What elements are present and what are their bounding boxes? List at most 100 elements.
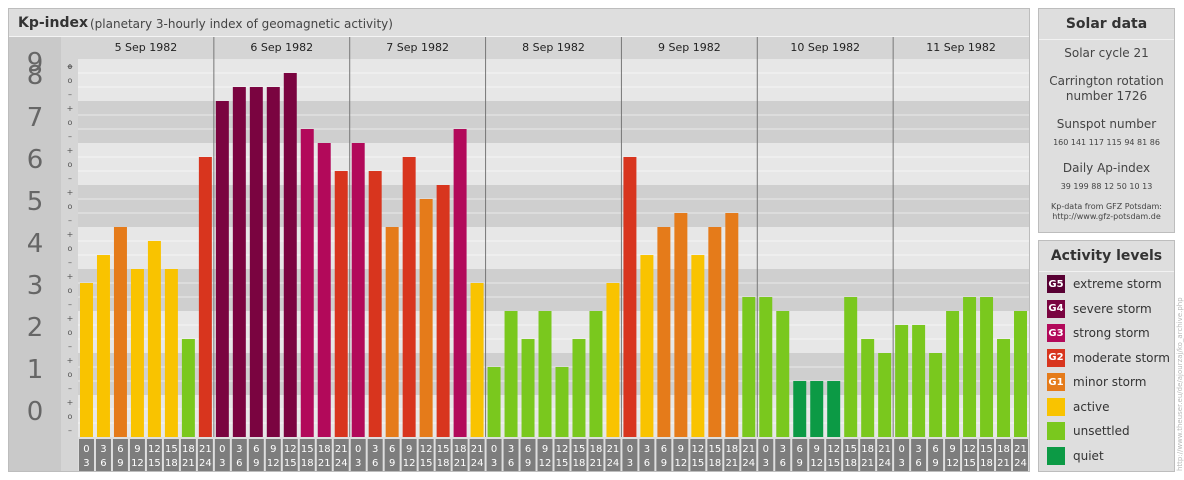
interval-end-label: 21 xyxy=(182,458,195,469)
interval-start-label: 12 xyxy=(284,444,297,455)
minor-mark-column xyxy=(61,37,78,471)
minor-mark: o xyxy=(68,370,73,379)
interval-end-label: 12 xyxy=(539,458,552,469)
minor-mark: o xyxy=(68,160,73,169)
interval-end-label: 9 xyxy=(253,458,259,469)
y-tick-label: 5 xyxy=(27,187,44,217)
kp-bar xyxy=(827,381,841,437)
interval-cell xyxy=(401,439,417,471)
legend-label-active: active xyxy=(1073,399,1110,414)
kp-bar xyxy=(623,156,637,437)
sunspot-label: Sunspot number xyxy=(1056,117,1157,131)
kp-bar xyxy=(538,311,552,437)
interval-start-label: 3 xyxy=(644,444,650,455)
minor-mark: + xyxy=(67,272,74,281)
kp-bar xyxy=(164,269,178,437)
interval-end-label: 18 xyxy=(573,458,586,469)
interval-start-label: 3 xyxy=(508,444,514,455)
interval-start-label: 15 xyxy=(708,444,721,455)
minor-mark: + xyxy=(67,314,74,323)
interval-start-label: 6 xyxy=(117,444,123,455)
interval-end-label: 24 xyxy=(607,458,620,469)
legend-item-g2: G2 moderate storm xyxy=(1047,348,1170,368)
kp-bar xyxy=(759,297,773,437)
interval-end-label: 6 xyxy=(236,458,242,469)
interval-end-label: 3 xyxy=(219,458,225,469)
kp-bar xyxy=(555,366,569,437)
kp-bar xyxy=(80,282,93,437)
interval-start-label: 21 xyxy=(607,444,620,455)
interval-start-label: 15 xyxy=(437,444,450,455)
legend-label-g1: minor storm xyxy=(1073,375,1147,389)
legend-swatch-g3: G3 xyxy=(1047,324,1065,342)
interval-cell xyxy=(809,439,825,471)
interval-start-label: 6 xyxy=(797,444,803,455)
minor-mark: + xyxy=(67,188,74,197)
minor-mark: – xyxy=(68,90,72,99)
interval-end-label: 3 xyxy=(83,458,89,469)
interval-cell xyxy=(860,439,876,471)
interval-cell xyxy=(571,439,587,471)
interval-cell xyxy=(741,439,757,471)
interval-cell xyxy=(843,439,859,471)
kp-bar xyxy=(113,227,127,437)
day-label: 5 Sep 1982 xyxy=(115,41,178,54)
interval-start-label: 3 xyxy=(915,444,921,455)
interval-end-label: 15 xyxy=(691,458,704,469)
kp-bar xyxy=(504,311,518,437)
chart-header: Kp-index (planetary 3-hourly index of ge… xyxy=(9,9,1029,37)
solar-data-panel: Solar data Solar cycle 21 Carrington rot… xyxy=(1038,8,1175,233)
interval-start-label: 18 xyxy=(318,444,331,455)
interval-start-label: 21 xyxy=(1014,444,1027,455)
interval-end-label: 6 xyxy=(780,458,786,469)
interval-cell xyxy=(146,439,162,471)
interval-end-label: 12 xyxy=(267,458,280,469)
kp-bar xyxy=(657,227,671,437)
interval-cell xyxy=(95,439,111,471)
interval-cell xyxy=(231,439,247,471)
kp-bar xyxy=(96,255,110,437)
interval-cell xyxy=(622,439,638,471)
interval-cell xyxy=(282,439,298,471)
interval-cell xyxy=(690,439,706,471)
interval-cell xyxy=(486,439,502,471)
kp-bar xyxy=(215,101,229,437)
day-label: 10 Sep 1982 xyxy=(790,41,860,54)
interval-end-label: 24 xyxy=(742,458,755,469)
interval-cell xyxy=(639,439,655,471)
interval-start-label: 6 xyxy=(389,444,395,455)
interval-start-label: 9 xyxy=(678,444,684,455)
minor-mark: – xyxy=(68,216,72,225)
kp-bar xyxy=(776,311,790,437)
interval-start-label: 21 xyxy=(335,444,348,455)
kp-bar xyxy=(946,311,960,437)
kp-bar xyxy=(470,282,484,437)
interval-cell xyxy=(656,439,672,471)
interval-cell xyxy=(775,439,791,471)
interval-start-label: 12 xyxy=(963,444,976,455)
chart-subtitle: (planetary 3-hourly index of geomagnetic… xyxy=(90,17,393,31)
interval-cell xyxy=(333,439,349,471)
interval-end-label: 9 xyxy=(932,458,938,469)
kp-bar xyxy=(572,339,586,437)
legend-swatch-quiet xyxy=(1047,446,1065,465)
kp-bar xyxy=(419,198,433,437)
y-tick-label: 4 xyxy=(27,229,44,259)
legend-item-g3: G3 strong storm xyxy=(1047,323,1150,343)
activity-levels-panel: Activity levels G5 extreme storm G4 seve… xyxy=(1038,240,1175,472)
legend-item-g4: G4 severe storm xyxy=(1047,299,1152,319)
interval-cell xyxy=(112,439,128,471)
kp-bar xyxy=(810,381,824,437)
interval-end-label: 18 xyxy=(708,458,721,469)
interval-end-label: 24 xyxy=(199,458,212,469)
legend-swatch-g5: G5 xyxy=(1047,275,1065,293)
kp-bar xyxy=(453,129,467,437)
interval-end-label: 18 xyxy=(980,458,993,469)
interval-start-label: 0 xyxy=(219,444,225,455)
interval-end-label: 6 xyxy=(372,458,378,469)
interval-cell xyxy=(197,439,213,471)
interval-start-label: 15 xyxy=(301,444,314,455)
interval-end-label: 6 xyxy=(508,458,514,469)
source-line-2: http://www.gfz-potsdam.de xyxy=(1052,212,1161,221)
kp-bar xyxy=(997,339,1011,437)
